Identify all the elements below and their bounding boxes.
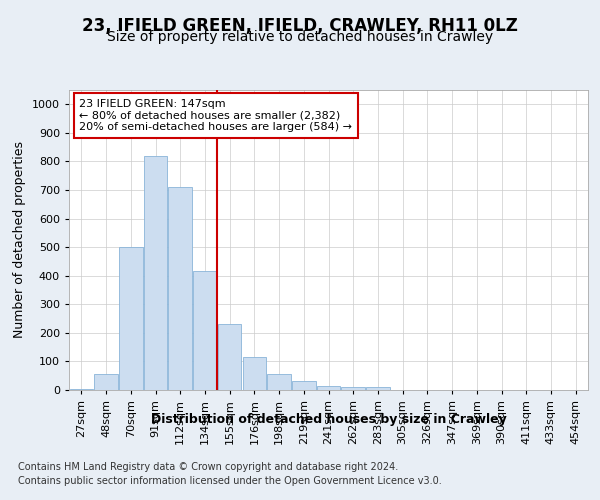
Bar [268,374,291,390]
Bar [317,386,340,390]
Bar [119,247,143,390]
Bar [193,272,217,390]
Y-axis label: Number of detached properties: Number of detached properties [13,142,26,338]
Text: Contains HM Land Registry data © Crown copyright and database right 2024.: Contains HM Land Registry data © Crown c… [18,462,398,472]
Bar [218,324,241,390]
Bar [242,356,266,390]
Bar [341,386,365,390]
Text: 23, IFIELD GREEN, IFIELD, CRAWLEY, RH11 0LZ: 23, IFIELD GREEN, IFIELD, CRAWLEY, RH11 … [82,18,518,36]
Bar [70,388,93,390]
Text: Contains public sector information licensed under the Open Government Licence v3: Contains public sector information licen… [18,476,442,486]
Bar [169,187,192,390]
Bar [292,380,316,390]
Text: Size of property relative to detached houses in Crawley: Size of property relative to detached ho… [107,30,493,44]
Text: 23 IFIELD GREEN: 147sqm
← 80% of detached houses are smaller (2,382)
20% of semi: 23 IFIELD GREEN: 147sqm ← 80% of detache… [79,99,352,132]
Bar [144,156,167,390]
Bar [366,386,389,390]
Bar [94,374,118,390]
Text: Distribution of detached houses by size in Crawley: Distribution of detached houses by size … [151,412,506,426]
